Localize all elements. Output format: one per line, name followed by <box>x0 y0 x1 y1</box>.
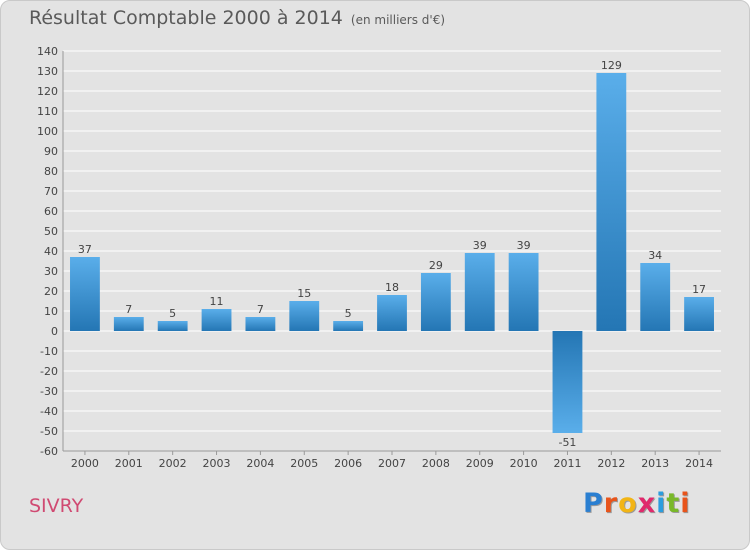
data-label: 15 <box>297 287 311 300</box>
y-tick-label: 110 <box>37 105 58 118</box>
y-tick-label: -10 <box>40 345 58 358</box>
chart-title: Résultat Comptable 2000 à 2014 (en millie… <box>29 7 445 29</box>
bar <box>245 317 276 331</box>
y-tick-label: 120 <box>37 85 58 98</box>
commune-name: SIVRY <box>29 495 84 517</box>
proxiti-logo: Proxiti <box>583 488 691 519</box>
y-tick-label: -40 <box>40 405 58 418</box>
x-tick-label: 2004 <box>246 457 274 470</box>
data-label: 129 <box>601 59 622 72</box>
bar <box>508 253 539 331</box>
y-tick-label: 40 <box>44 245 58 258</box>
y-tick-label: 100 <box>37 125 58 138</box>
y-tick-label: 90 <box>44 145 58 158</box>
y-tick-label: 70 <box>44 185 58 198</box>
y-tick-label: 140 <box>37 45 58 58</box>
data-label: 7 <box>257 303 264 316</box>
bar <box>157 321 188 331</box>
bar <box>333 321 364 331</box>
logo-letter: i <box>656 488 667 519</box>
y-tick-label: 130 <box>37 65 58 78</box>
logo-letter: t <box>666 488 681 519</box>
logo-letter: i <box>680 488 691 519</box>
x-tick-label: 2007 <box>378 457 406 470</box>
x-tick-label: 2012 <box>597 457 625 470</box>
x-tick-label: 2010 <box>510 457 538 470</box>
data-label: 7 <box>125 303 132 316</box>
x-tick-label: 2013 <box>641 457 669 470</box>
y-tick-label: -50 <box>40 425 58 438</box>
x-tick-label: 2002 <box>159 457 187 470</box>
y-tick-label: -60 <box>40 445 58 458</box>
data-label: 34 <box>648 249 662 262</box>
x-tick-label: 2005 <box>290 457 318 470</box>
x-tick-label: 2014 <box>685 457 713 470</box>
chart-title-text: Résultat Comptable 2000 à 2014 <box>29 7 343 29</box>
y-tick-label: 50 <box>44 225 58 238</box>
logo-letter: r <box>603 488 619 519</box>
data-label: 29 <box>429 259 443 272</box>
y-tick-label: -30 <box>40 385 58 398</box>
bar <box>464 253 495 331</box>
x-tick-label: 2003 <box>203 457 231 470</box>
chart-title-unit: (en milliers d'€) <box>350 13 446 27</box>
bar <box>552 331 583 433</box>
data-label: 39 <box>473 239 487 252</box>
bar <box>596 73 627 331</box>
bar <box>289 301 320 331</box>
logo-letter: P <box>583 488 604 519</box>
bar <box>420 273 451 331</box>
y-tick-label: 60 <box>44 205 58 218</box>
bar <box>113 317 144 331</box>
data-label: -51 <box>558 436 576 449</box>
data-label: 37 <box>78 243 92 256</box>
x-tick-label: 2011 <box>553 457 581 470</box>
data-label: 17 <box>692 283 706 296</box>
bar <box>377 295 407 331</box>
y-tick-label: 0 <box>51 325 58 338</box>
y-tick-label: 80 <box>44 165 58 178</box>
x-tick-label: 2008 <box>422 457 450 470</box>
data-label: 5 <box>345 307 352 320</box>
x-tick-label: 2006 <box>334 457 362 470</box>
bar <box>70 257 100 331</box>
bar <box>201 309 232 331</box>
data-label: 18 <box>385 281 399 294</box>
y-tick-label: 10 <box>44 305 58 318</box>
data-label: 39 <box>517 239 531 252</box>
x-tick-label: 2009 <box>466 457 494 470</box>
x-tick-label: 2000 <box>71 457 99 470</box>
data-label: 11 <box>210 295 224 308</box>
data-label: 5 <box>169 307 176 320</box>
y-tick-label: 30 <box>44 265 58 278</box>
y-tick-label: -20 <box>40 365 58 378</box>
logo-letter: o <box>618 488 638 519</box>
bar <box>640 263 671 331</box>
logo-letter: x <box>637 488 657 519</box>
bar <box>684 297 714 331</box>
x-tick-label: 2001 <box>115 457 143 470</box>
y-tick-label: 20 <box>44 285 58 298</box>
